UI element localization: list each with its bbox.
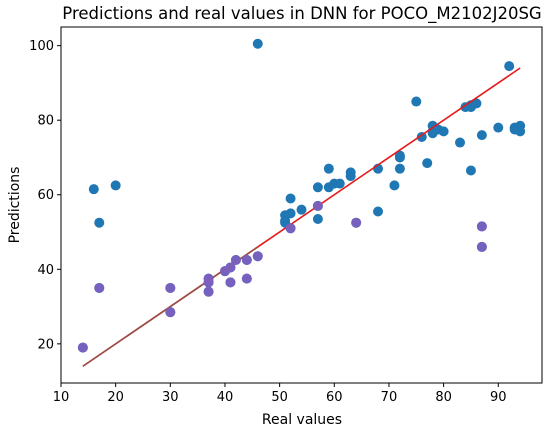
y-axis-label: Predictions [7, 167, 23, 244]
plot-frame [60, 26, 543, 384]
overlay-point [203, 286, 214, 297]
data-point [515, 126, 526, 137]
data-point [394, 163, 405, 174]
x-axis: 10 20 30 40 50 60 70 80 90 [53, 383, 507, 405]
x-tick-label: 70 [381, 390, 398, 405]
data-point [465, 165, 476, 176]
data-point [373, 206, 384, 217]
overlay-point [203, 277, 214, 288]
overlay-point [312, 200, 323, 211]
overlay-point [476, 221, 487, 232]
y-tick-label: 40 [37, 263, 54, 278]
x-tick-label: 40 [217, 390, 234, 405]
data-point [438, 126, 449, 137]
overlay-point [225, 262, 236, 273]
x-tick-label: 80 [435, 390, 452, 405]
overlay-point [94, 282, 105, 293]
x-axis-label: Real values [262, 412, 342, 428]
overlay-point [165, 307, 176, 318]
x-tick-label: 30 [162, 390, 179, 405]
data-point [455, 137, 466, 148]
y-tick-label: 80 [37, 114, 54, 129]
x-tick-label: 10 [53, 390, 70, 405]
y-tick-label: 20 [37, 337, 54, 352]
data-point [493, 122, 504, 133]
x-tick-label: 50 [271, 390, 288, 405]
data-point [471, 98, 482, 109]
x-tick-label: 60 [326, 390, 343, 405]
data-point [389, 180, 400, 191]
data-point [312, 213, 323, 224]
x-tick-label: 20 [107, 390, 124, 405]
overlay-point [241, 273, 252, 284]
y-tick-label: 60 [37, 188, 54, 203]
plot-area [77, 38, 526, 367]
data-point [252, 38, 263, 49]
data-point [323, 163, 334, 174]
data-point [88, 184, 99, 195]
overlay-point [241, 254, 252, 265]
overlay-point [285, 223, 296, 234]
data-point [476, 130, 487, 141]
data-point [345, 171, 356, 182]
data-point [285, 208, 296, 219]
data-point [334, 178, 345, 189]
chart-title: Predictions and real values in DNN for P… [62, 4, 541, 24]
data-point [416, 131, 427, 142]
data-point [394, 152, 405, 163]
overlay-point [165, 282, 176, 293]
y-axis: 20 40 60 80 100 [29, 39, 61, 352]
overlay-point [225, 277, 236, 288]
y-tick-label: 100 [29, 39, 54, 54]
data-point [296, 204, 307, 215]
data-point [422, 158, 433, 169]
x-tick-label: 90 [490, 390, 507, 405]
overlay-point [230, 254, 241, 265]
overlay-point [351, 217, 362, 228]
data-point [312, 182, 323, 193]
data-point [110, 180, 121, 191]
data-point [411, 96, 422, 107]
overlay-point [476, 241, 487, 252]
overlay-point [252, 251, 263, 262]
data-point [285, 193, 296, 204]
data-point [504, 61, 515, 72]
overlay-point [77, 342, 88, 353]
data-point [94, 217, 105, 228]
